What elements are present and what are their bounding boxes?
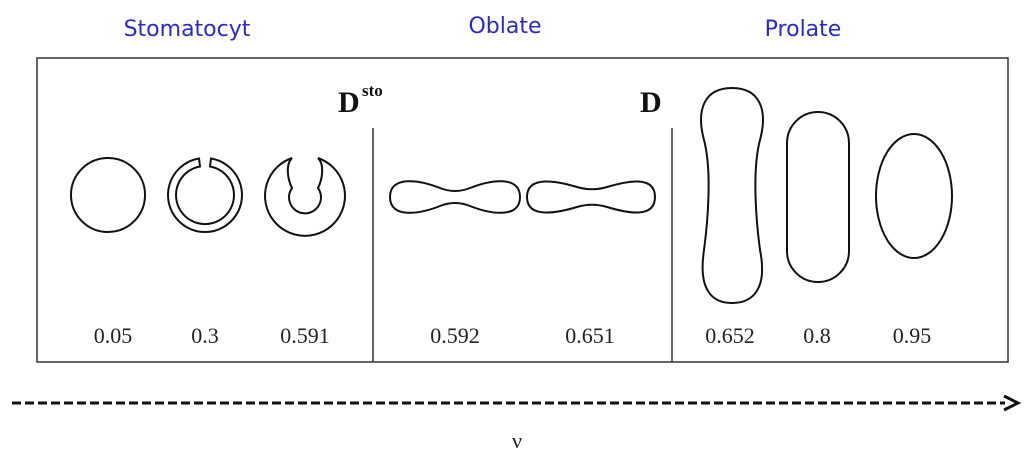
section-title: Prolate xyxy=(765,17,842,42)
section-title: Stomatocyt xyxy=(124,17,251,42)
boundary-sup: sto xyxy=(362,81,383,100)
shape-value: 0.651 xyxy=(565,323,615,348)
shape-value: 0.05 xyxy=(94,323,133,348)
values: 0.05 0.3 0.591 0.592 0.651 0.652 0.8 0.95 xyxy=(94,323,932,348)
shape xyxy=(700,86,764,305)
shape xyxy=(167,157,243,234)
shape-value: 0.3 xyxy=(191,323,219,348)
shape xyxy=(264,157,346,237)
shape-value: 0.592 xyxy=(430,323,480,348)
shape xyxy=(388,180,522,214)
shape xyxy=(786,111,850,283)
shape-value: 0.652 xyxy=(705,323,755,348)
axis-label: ν xyxy=(512,428,522,453)
boundary-label: D xyxy=(640,86,662,119)
shape xyxy=(525,180,657,214)
shape-value: 0.591 xyxy=(280,323,330,348)
section-title: Oblate xyxy=(468,14,541,39)
shape-value: 0.95 xyxy=(893,323,932,348)
shape-value: 0.8 xyxy=(803,323,831,348)
shape xyxy=(875,133,953,259)
shape xyxy=(70,157,146,233)
frame xyxy=(36,57,1009,363)
arrow-head xyxy=(1003,394,1022,412)
boundary-label: D xyxy=(338,86,360,119)
